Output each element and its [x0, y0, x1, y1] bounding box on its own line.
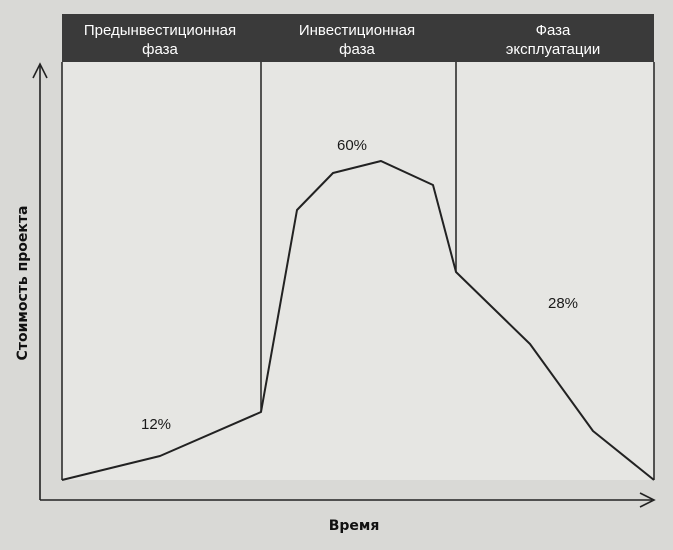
phase-header-preinvestment: Предынвестиционная фаза: [84, 22, 236, 58]
phase-label-line1: Предынвестиционная: [84, 22, 236, 39]
share-label-investment: 60%: [337, 137, 367, 154]
y-axis-arrow-icon: [32, 62, 48, 79]
phase-label-line2: эксплуатации: [506, 41, 601, 58]
y-axis-label: Стоимость проекта: [15, 206, 31, 361]
share-label-operation: 28%: [548, 295, 578, 312]
x-axis-label: Время: [329, 518, 380, 534]
phase-header-operation: Фаза эксплуатации: [506, 22, 601, 58]
phase-label-line1: Инвестиционная: [299, 22, 415, 39]
phase-label-line2: фаза: [339, 41, 375, 58]
plot-area: [62, 62, 654, 480]
x-axis-arrow-icon: [639, 492, 656, 508]
project-cost-curve: [61, 160, 655, 481]
phase-label-line2: фаза: [142, 41, 178, 58]
share-label-preinvestment: 12%: [141, 416, 171, 433]
phase-label-line1: Фаза: [536, 22, 571, 39]
phase-header-investment: Инвестиционная фаза: [299, 22, 415, 58]
phase-header-bar: [62, 14, 654, 62]
